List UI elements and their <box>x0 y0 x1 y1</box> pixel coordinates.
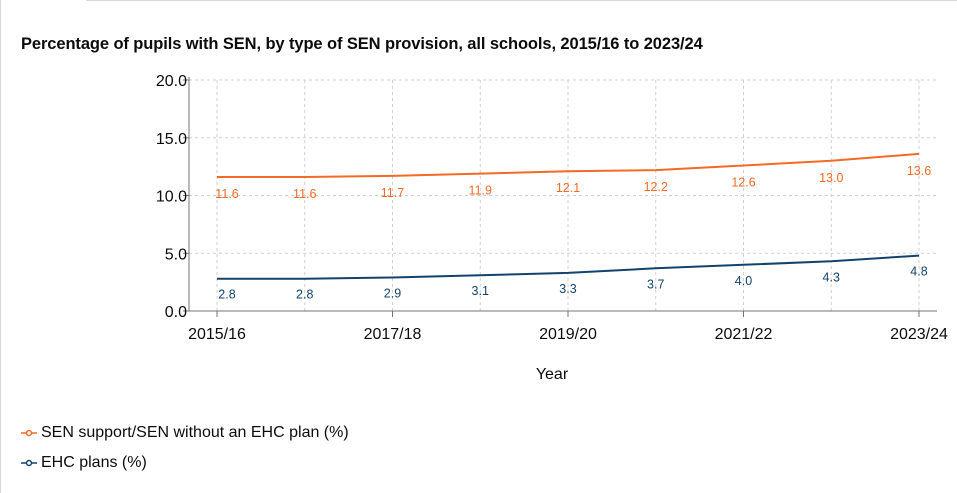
data-label: 13.0 <box>819 171 843 185</box>
data-label: 12.6 <box>731 175 755 189</box>
chart-title: Percentage of pupils with SEN, by type o… <box>21 35 703 53</box>
series-lines <box>217 152 920 280</box>
data-label: 3.1 <box>472 284 489 298</box>
x-tick-label: 2015/16 <box>188 326 246 343</box>
data-label: 4.0 <box>735 274 752 288</box>
data-label: 3.3 <box>559 282 576 296</box>
data-label: 4.8 <box>910 265 927 279</box>
frame-border-left <box>0 0 1 493</box>
data-label: 11.9 <box>469 184 492 198</box>
grid <box>189 79 937 311</box>
x-tick-label: 2017/18 <box>364 326 422 343</box>
legend: SEN support/SEN without an EHC plan (%) … <box>21 418 349 478</box>
y-tick-label: 10.0 <box>156 189 187 206</box>
data-label: 4.3 <box>823 270 840 284</box>
x-tick-label: 2019/20 <box>539 326 597 343</box>
legend-marker-orange-icon <box>21 429 37 437</box>
data-label: 13.6 <box>907 164 931 178</box>
legend-label-sen-support: SEN support/SEN without an EHC plan (%) <box>41 424 349 441</box>
series-line-sen-support <box>217 152 920 178</box>
y-tick-label: 15.0 <box>156 131 187 148</box>
frame-border-top <box>86 0 957 1</box>
data-labels: 11.6 11.6 11.7 11.9 12.1 12.2 12.6 13.0 13.6 2.8 2… <box>215 164 931 302</box>
legend-item-ehc-plans[interactable]: EHC plans (%) <box>21 448 349 478</box>
line-chart: 0.0 5.0 10.0 15.0 20.0 2015/16 2017/18 2019/20 2… <box>156 73 948 383</box>
data-label: 12.1 <box>556 181 580 195</box>
x-axis-title: Year <box>536 366 569 383</box>
data-label: 2.8 <box>296 288 313 302</box>
axes: 0.0 5.0 10.0 15.0 20.0 2015/16 2017/18 2019/20 2… <box>156 73 948 343</box>
y-tick-label: 20.0 <box>156 73 187 90</box>
legend-label-ehc-plans: EHC plans (%) <box>41 454 147 471</box>
series-line-ehc-plans <box>217 254 920 280</box>
data-label: 11.6 <box>215 187 238 201</box>
legend-item-sen-support[interactable]: SEN support/SEN without an EHC plan (%) <box>21 418 349 448</box>
y-tick-label: 0.0 <box>165 304 187 321</box>
y-tick-label: 5.0 <box>165 246 187 263</box>
x-tick-label: 2023/24 <box>890 326 948 343</box>
data-label: 2.8 <box>218 288 235 302</box>
x-tick-label: 2021/22 <box>715 326 773 343</box>
legend-marker-navy-icon <box>21 459 37 467</box>
data-label: 11.6 <box>293 187 316 201</box>
data-label: 2.9 <box>384 287 401 301</box>
data-label: 11.7 <box>381 186 404 200</box>
data-label: 12.2 <box>644 180 668 194</box>
data-label: 3.7 <box>647 277 664 291</box>
